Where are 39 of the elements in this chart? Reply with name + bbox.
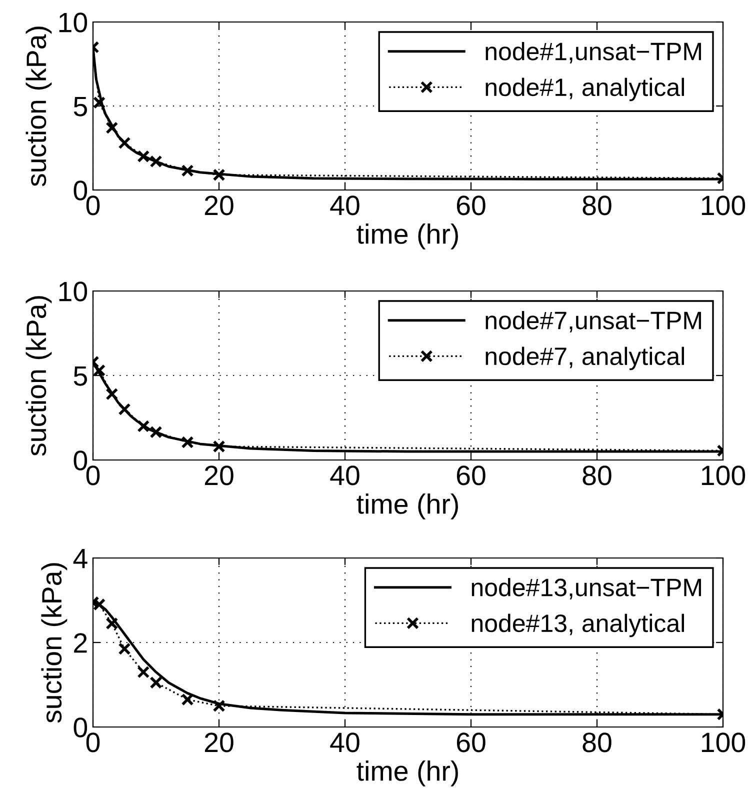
x-tick-label: 40 (330, 196, 360, 216)
legend-label: node#7,unsat−TPM (486, 311, 701, 332)
y-axis-title: suction (kPa) (26, 296, 52, 456)
legend-label: node#1, analytical (486, 78, 684, 102)
y-tick-label: 5 (74, 366, 87, 386)
y-axis-title: suction (kPa) (41, 563, 68, 723)
x-tick-label: 100 (702, 196, 746, 216)
y-axis-title: suction (kPa) (26, 26, 52, 186)
y-tick-label: 0 (74, 180, 88, 200)
x-tick-label: 20 (204, 466, 234, 486)
x-tick-label: 80 (582, 196, 612, 216)
x-tick-label: 60 (456, 732, 486, 752)
x-tick-label: 100 (702, 466, 746, 486)
y-tick-label: 10 (59, 12, 88, 32)
x-tick-label: 100 (702, 732, 746, 752)
legend-label: node#7, analytical (486, 346, 684, 370)
legend-label: node#13, analytical (472, 614, 684, 638)
x-tick-label: 0 (86, 732, 100, 752)
x-tick-label: 40 (330, 732, 360, 752)
x-tick-label: 80 (582, 466, 612, 486)
y-tick-label: 10 (59, 282, 88, 302)
x-tick-label: 80 (582, 732, 612, 752)
legend-label: node#13,unsat−TPM (472, 578, 701, 600)
x-tick-label: 60 (456, 196, 486, 216)
x-axis-title: time (hr) (356, 760, 458, 786)
y-tick-label: 0 (74, 718, 88, 738)
x-axis-title: time (hr) (356, 224, 458, 250)
x-tick-label: 0 (86, 466, 100, 486)
x-tick-label: 60 (456, 466, 486, 486)
x-axis-title: time (hr) (356, 494, 458, 520)
legend-label: node#1,unsat−TPM (486, 42, 701, 64)
x-tick-label: 20 (204, 732, 234, 752)
y-tick-label: 4 (73, 548, 88, 568)
x-tick-label: 0 (86, 196, 100, 216)
x-tick-label: 40 (330, 466, 360, 486)
y-tick-label: 5 (74, 96, 87, 116)
y-tick-label: 0 (74, 450, 88, 470)
x-tick-label: 20 (204, 196, 234, 216)
y-tick-label: 2 (74, 633, 87, 653)
